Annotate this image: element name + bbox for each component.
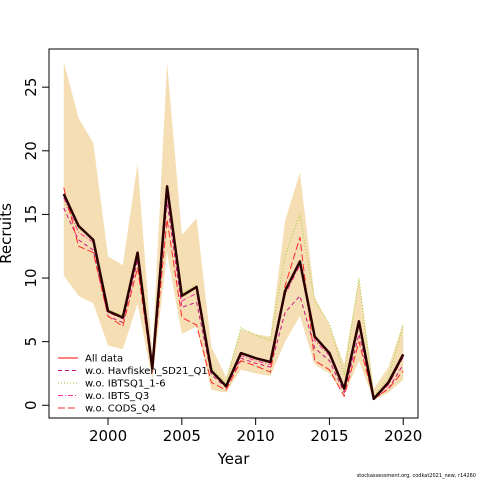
x-tick-label: 2005	[163, 427, 201, 445]
y-axis-title: Recruits	[0, 203, 15, 264]
series-line-estimate	[62, 185, 405, 401]
x-axis-title: Year	[217, 450, 251, 468]
legend-label: w.o. CODS_Q4	[85, 404, 156, 415]
legend-label: w.o. Havfisken_SD21_Q1	[85, 366, 208, 377]
x-tick-label: 2010	[237, 427, 275, 445]
confidence-band-layer	[63, 61, 404, 401]
x-tick-label: 2015	[310, 427, 348, 445]
y-tick-label: 20	[22, 141, 40, 160]
legend-label: w.o. IBTS_Q3	[85, 391, 149, 402]
y-tick-label: 15	[22, 205, 40, 224]
footer-note: stockassessment.org, codkat2021_new, r14…	[357, 473, 476, 479]
y-tick-label: 0	[22, 401, 40, 411]
series-layer	[62, 185, 405, 401]
x-axis: 2000 2005 2010 2015 2020	[89, 417, 422, 445]
legend-label: w.o. IBTSQ1_1-6	[85, 379, 166, 390]
y-tick-label: 10	[22, 268, 40, 287]
legend-label: All data	[85, 354, 123, 365]
x-tick-label: 2000	[89, 427, 127, 445]
y-tick-label: 25	[22, 78, 40, 97]
confidence-band	[63, 61, 404, 401]
y-tick-label: 5	[22, 337, 40, 347]
series-line-w-o-havfisken-sd21-q1	[63, 201, 404, 400]
y-axis: 0 5 10 15 20 25	[22, 78, 50, 411]
series-line-w-o-cods-q4	[63, 187, 404, 400]
x-tick-label: 2020	[384, 427, 422, 445]
